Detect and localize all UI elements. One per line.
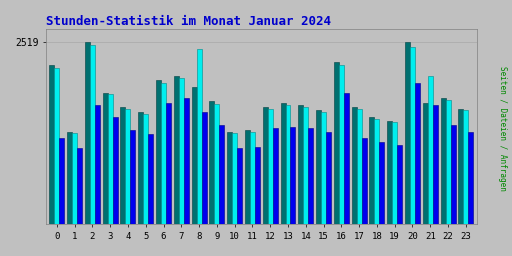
Bar [357, 109, 361, 224]
Bar [138, 112, 143, 224]
Bar [370, 117, 374, 224]
Bar [148, 134, 153, 224]
Bar [415, 83, 420, 224]
Bar [113, 117, 118, 224]
Bar [166, 103, 171, 224]
Bar [374, 119, 379, 224]
Bar [344, 93, 349, 224]
Bar [232, 133, 237, 224]
Bar [255, 147, 260, 224]
Bar [334, 62, 339, 224]
Bar [77, 148, 82, 224]
Bar [90, 45, 95, 224]
Bar [95, 105, 100, 224]
Bar [428, 76, 433, 224]
Bar [316, 110, 321, 224]
Bar [433, 105, 438, 224]
Bar [184, 98, 189, 224]
Bar [451, 125, 456, 224]
Bar [59, 138, 65, 224]
Bar [156, 80, 161, 224]
Bar [445, 100, 451, 224]
Bar [108, 94, 113, 224]
Text: Stunden-Statistik im Monat Januar 2024: Stunden-Statistik im Monat Januar 2024 [46, 15, 331, 28]
Bar [49, 65, 54, 224]
Bar [308, 128, 313, 224]
Bar [463, 110, 468, 224]
Bar [103, 93, 108, 224]
Bar [268, 109, 273, 224]
Bar [405, 42, 410, 224]
Bar [326, 132, 331, 224]
Bar [361, 138, 367, 224]
Bar [174, 76, 179, 224]
Bar [202, 112, 206, 224]
Bar [120, 107, 125, 224]
Bar [219, 125, 224, 224]
Bar [245, 130, 250, 224]
Bar [273, 128, 278, 224]
Bar [423, 103, 428, 224]
Bar [54, 68, 59, 224]
Text: Seiten / Dateien / Anfragen: Seiten / Dateien / Anfragen [498, 66, 507, 190]
Bar [441, 98, 445, 224]
Bar [237, 148, 242, 224]
Bar [209, 101, 215, 224]
Bar [263, 107, 268, 224]
Bar [468, 132, 473, 224]
Bar [303, 106, 308, 224]
Bar [458, 109, 463, 224]
Bar [125, 109, 131, 224]
Bar [392, 122, 397, 224]
Bar [227, 132, 232, 224]
Bar [215, 104, 219, 224]
Bar [72, 133, 77, 224]
Bar [352, 107, 357, 224]
Bar [387, 121, 392, 224]
Bar [250, 132, 255, 224]
Bar [286, 105, 290, 224]
Bar [298, 105, 303, 224]
Bar [410, 47, 415, 224]
Bar [191, 87, 197, 224]
Bar [321, 112, 326, 224]
Bar [161, 83, 166, 224]
Bar [131, 130, 135, 224]
Bar [197, 49, 202, 224]
Bar [281, 103, 286, 224]
Bar [143, 114, 148, 224]
Bar [85, 42, 90, 224]
Bar [379, 142, 385, 224]
Bar [397, 145, 402, 224]
Bar [290, 127, 295, 224]
Bar [179, 78, 184, 224]
Bar [67, 132, 72, 224]
Bar [339, 65, 344, 224]
